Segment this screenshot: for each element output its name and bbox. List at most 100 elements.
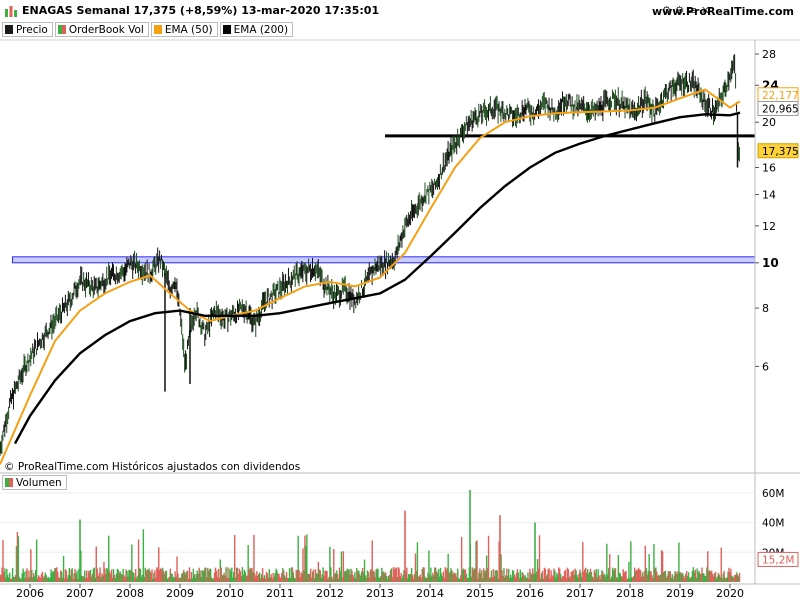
volume-bar bbox=[658, 574, 660, 582]
volume-bar bbox=[335, 570, 338, 582]
volume-bar bbox=[146, 569, 148, 582]
volume-bar bbox=[542, 578, 545, 582]
x-tick-label: 2007 bbox=[66, 587, 94, 600]
volume-bar bbox=[144, 567, 146, 582]
volume-bar bbox=[314, 569, 317, 582]
volume-bar bbox=[443, 578, 446, 582]
volume-bar bbox=[262, 577, 265, 582]
volume-bar bbox=[645, 567, 647, 582]
volume-bar bbox=[708, 571, 710, 582]
volume-bar bbox=[368, 577, 371, 582]
volume-bar bbox=[622, 569, 624, 582]
volume-bar bbox=[204, 567, 206, 582]
volume-bar bbox=[9, 578, 12, 582]
volume-bar bbox=[18, 577, 21, 582]
y-tick-label: 12 bbox=[762, 220, 776, 233]
volume-bar bbox=[158, 547, 160, 582]
volume-bar bbox=[112, 569, 115, 582]
volume-bar bbox=[693, 572, 696, 582]
volume-bar bbox=[246, 575, 248, 582]
volume-bar bbox=[267, 577, 270, 582]
volume-bar bbox=[497, 578, 499, 582]
volume-bar bbox=[664, 570, 667, 582]
volume-bar bbox=[114, 578, 117, 582]
volume-bar bbox=[209, 568, 211, 582]
volume-bar bbox=[517, 572, 520, 582]
volume-bar bbox=[666, 575, 669, 582]
volume-bar bbox=[325, 570, 327, 582]
volume-bar bbox=[734, 574, 737, 582]
legend-item-precio[interactable]: Precio bbox=[2, 22, 53, 37]
volume-bar bbox=[405, 571, 407, 582]
volume-bar bbox=[727, 571, 729, 582]
resistance-band bbox=[12, 256, 756, 264]
gear-icon[interactable]: ⚙ bbox=[661, 4, 672, 17]
volume-bar bbox=[572, 570, 574, 582]
list-icon[interactable]: ≡ bbox=[687, 4, 698, 17]
volume-bar bbox=[503, 568, 505, 582]
volume-bar bbox=[634, 567, 636, 582]
volume-bar bbox=[212, 578, 215, 582]
legend-swatch bbox=[5, 25, 13, 34]
volume-bar bbox=[207, 568, 209, 582]
volume-bar bbox=[346, 568, 348, 582]
volume-bar bbox=[510, 577, 513, 582]
volume-bar bbox=[398, 568, 400, 582]
window-controls: ⚙ ⚙ ≡ ✕ bbox=[660, 4, 712, 17]
legend-item-ema200[interactable]: EMA (200) bbox=[219, 22, 294, 37]
volume-bar bbox=[331, 576, 333, 582]
volume-bar bbox=[662, 572, 665, 582]
volume-bar bbox=[296, 570, 298, 582]
volume-bar bbox=[316, 573, 319, 582]
volume-bar bbox=[566, 567, 569, 582]
volume-bar bbox=[419, 574, 421, 582]
volume-bar bbox=[548, 568, 550, 582]
volume-bar bbox=[149, 570, 151, 582]
settings-icon[interactable]: ⚙ bbox=[674, 4, 685, 17]
volume-bar bbox=[334, 572, 337, 582]
volume-bar bbox=[408, 573, 410, 582]
volume-bar bbox=[642, 576, 645, 582]
volume-bar bbox=[315, 573, 318, 582]
volume-bar bbox=[355, 578, 357, 582]
ema50-line bbox=[0, 88, 741, 465]
volume-bar bbox=[243, 569, 246, 582]
volume-bar bbox=[195, 574, 197, 582]
x-tick-label: 2013 bbox=[366, 587, 394, 600]
volume-bar bbox=[689, 577, 692, 582]
volume-bar bbox=[637, 567, 640, 582]
close-icon[interactable]: ✕ bbox=[700, 4, 711, 17]
volume-bar bbox=[153, 572, 155, 582]
x-tick-label: 2020 bbox=[716, 587, 744, 600]
volume-bar bbox=[681, 574, 683, 582]
volume-bar bbox=[728, 567, 730, 582]
legend-item-orderbook[interactable]: OrderBook Vol bbox=[54, 22, 149, 37]
volume-bar bbox=[595, 568, 597, 582]
volume-bar bbox=[434, 567, 436, 582]
volume-bar bbox=[557, 575, 559, 582]
site-url[interactable]: www.ProRealTime.com bbox=[651, 5, 794, 18]
volume-bar bbox=[456, 576, 458, 582]
volume-bar bbox=[91, 574, 94, 582]
volume-bar bbox=[0, 574, 2, 582]
volume-bar bbox=[449, 571, 451, 582]
volume-bar bbox=[337, 578, 340, 582]
volume-bar bbox=[77, 578, 79, 582]
legend-item-ema50[interactable]: EMA (50) bbox=[150, 22, 218, 37]
volume-bar bbox=[305, 545, 307, 582]
legend-item-volumen[interactable]: Volumen bbox=[2, 475, 67, 490]
volume-bar bbox=[247, 545, 249, 582]
volume-bar bbox=[65, 570, 68, 582]
volume-bar bbox=[181, 573, 183, 582]
volume-bar bbox=[643, 570, 646, 582]
volume-bar bbox=[56, 567, 58, 582]
volume-bar bbox=[488, 578, 491, 582]
volume-bar bbox=[189, 578, 192, 582]
volume-bar bbox=[279, 576, 281, 582]
volume-bar bbox=[109, 571, 111, 582]
volume-bar bbox=[304, 535, 306, 582]
volume-bar bbox=[631, 577, 633, 582]
volume-bar bbox=[641, 572, 644, 582]
volume-bar bbox=[732, 576, 734, 582]
